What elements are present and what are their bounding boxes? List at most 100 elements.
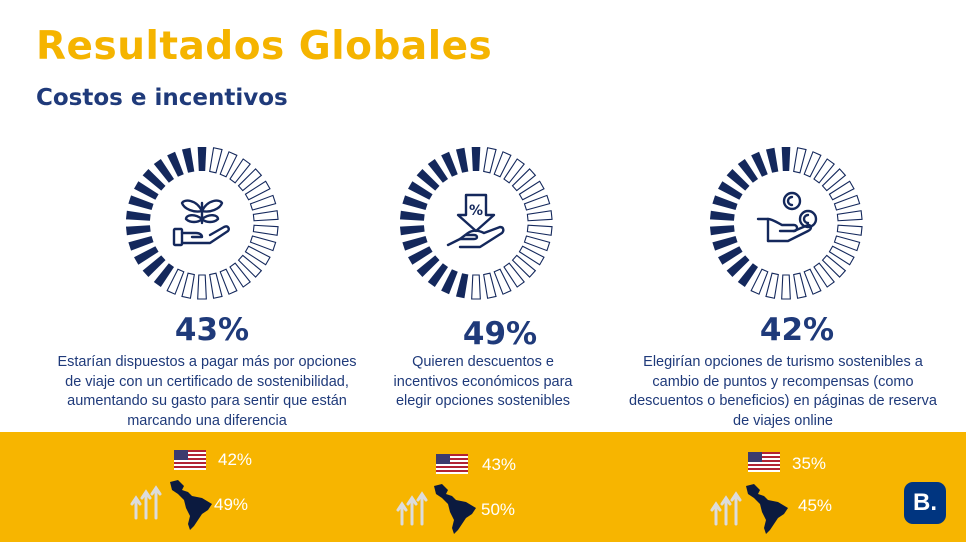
ring-segment-filled [718,181,743,200]
stat-card-2: % [398,145,554,301]
ring-segment-empty [237,168,263,192]
ring-segment-empty [209,147,223,174]
ring-segment-empty [244,180,271,201]
ring-segment-empty [813,158,835,184]
ring-segment-filled [709,210,735,221]
ring-segment-filled [399,225,425,236]
discount-in-hand-icon: % [446,193,505,249]
ring-segment-filled [737,158,759,183]
stat-1-value: 43% [174,312,250,348]
ring-segment-filled [153,158,175,183]
ring-segment-empty [821,168,847,192]
stat-3-description: Elegirían opciones de turismo sostenible… [629,354,937,429]
ring-segment-filled [128,236,154,251]
ring-segment-empty [503,262,525,288]
ring-segment-empty [249,194,277,211]
ring-segment-filled [134,181,159,200]
radial-progress-ring [125,147,279,300]
ring-segment-filled [125,210,151,221]
us-flag-icon [174,450,206,470]
ring-segment-empty [483,147,497,174]
ring-segment-filled [441,269,458,295]
ring-segment-empty [237,254,263,278]
ring-segment-empty [249,235,277,252]
ring-segment-empty [511,168,537,192]
ring-segment-filled [455,273,469,299]
us-value-2: 43% [482,455,517,474]
ring-segment-filled [718,246,743,265]
ring-segment-filled [134,246,159,265]
ring-segment-empty [793,272,807,299]
ring-segment-empty [209,272,223,299]
stat-card-1 [124,145,280,301]
latam-value-2: 50% [481,500,516,519]
ring-segment-empty [781,274,791,300]
ring-segment-empty [750,268,769,295]
us-flag-icon [748,452,780,472]
ring-segment-empty [813,262,835,288]
stat-card-3 [708,145,864,301]
ring-segment-filled [408,246,433,265]
radial-progress-ring [709,147,863,300]
ring-segment-filled [416,255,440,278]
ring-segment-empty [471,274,481,300]
growth-arrows-icon [710,491,742,526]
ring-segment-empty [833,194,861,211]
stat-2-description: Quieren descuentos e incentivos económic… [393,354,573,409]
ring-segment-empty [511,254,537,278]
ring-segment-empty [526,224,553,236]
ring-segment-filled [726,168,750,191]
ring-segment-empty [765,272,779,299]
ring-segment-filled [125,225,151,236]
svg-text:%: % [469,203,483,219]
ring-segment-filled [441,151,458,177]
ring-segment-empty [828,180,855,201]
ring-segment-empty [793,147,807,174]
ring-segment-filled [427,263,449,288]
radial-progress-ring [399,147,553,300]
ring-segment-empty [821,254,847,278]
comparison-band [0,432,966,542]
ring-segment-empty [836,210,863,222]
ring-segment-filled [781,147,791,171]
ring-segment-empty [166,268,185,295]
growth-arrows-icon [396,491,428,526]
us-flag-icon [436,454,468,474]
ring-segment-filled [712,195,738,210]
latin-america-map-icon [746,484,788,534]
ring-segment-empty [197,274,207,300]
us-value-3: 35% [792,454,827,473]
booking-logo: B. [904,482,946,524]
ring-segment-filled [427,158,449,183]
latam-value-3: 45% [798,496,833,515]
ring-segment-empty [483,272,497,299]
latin-america-map-icon [170,480,212,530]
ring-segment-empty [833,235,861,252]
ring-segment-empty [518,180,545,201]
ring-segment-filled [737,263,759,288]
ring-segment-filled [153,263,175,288]
ring-segment-empty [493,151,512,178]
ring-segment-empty [252,210,279,222]
ring-segment-empty [219,268,238,295]
ring-segment-filled [408,181,433,200]
ring-segment-empty [803,151,822,178]
ring-segment-filled [726,255,750,278]
ring-segment-filled [142,255,166,278]
ring-segment-empty [229,158,251,184]
ring-segment-empty [523,235,551,252]
ring-segment-filled [399,210,425,221]
ring-segment-filled [181,147,195,173]
page-title: Resultados Globales [36,24,493,69]
ring-segment-filled [455,147,469,173]
us-value-1: 42% [218,450,253,469]
ring-segment-filled [751,151,768,177]
ring-segment-filled [765,147,779,173]
ring-segment-empty [229,262,251,288]
ring-segment-filled [402,195,428,210]
ring-segment-empty [503,158,525,184]
latin-america-map-icon [434,484,476,534]
ring-segment-filled [709,225,735,236]
ring-segment-empty [518,245,545,266]
page-subtitle: Costos e incentivos [36,85,288,111]
